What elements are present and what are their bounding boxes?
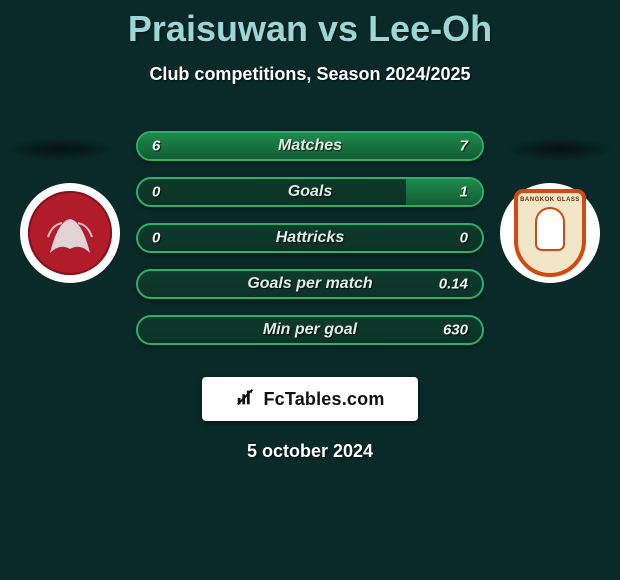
stat-bar: 6 7 Matches [136,131,484,161]
date-text: 5 october 2024 [0,441,620,462]
stat-value-right: 7 [460,138,468,155]
team-badge-left [20,183,120,283]
badge-outer-ring [20,183,120,283]
stat-value-left: 0 [152,230,160,247]
page-title: Praisuwan vs Lee-Oh [0,0,620,50]
stat-label: Matches [278,137,342,155]
comparison-stage: BANGKOK GLASS 6 7 Matches 0 1 Goals 0 0 Hattrick… [0,115,620,355]
vs-text: vs [318,8,358,49]
stat-bars: 6 7 Matches 0 1 Goals 0 0 Hattricks 0.14 Goals per… [136,131,484,345]
badge-right-top-text: BANGKOK GLASS [520,197,580,203]
badge-outer-ring: BANGKOK GLASS [500,183,600,283]
bar-fill-right [406,179,482,205]
badge-crest-right: BANGKOK GLASS [514,189,586,277]
stat-label: Min per goal [263,321,357,339]
stat-value-right: 630 [443,322,468,339]
stat-bar: 0 0 Hattricks [136,223,484,253]
brand-pill[interactable]: FcTables.com [202,377,418,421]
stat-value-right: 0.14 [439,276,468,293]
brand-text: FcTables.com [263,389,384,410]
badge-shadow-right [504,137,616,161]
team-badge-right: BANGKOK GLASS [500,183,600,283]
stat-label: Goals per match [247,275,372,293]
bar-chart-icon [235,386,257,413]
stat-value-left: 6 [152,138,160,155]
stat-value-right: 0 [460,230,468,247]
stat-bar: 0 1 Goals [136,177,484,207]
player2-name: Lee-Oh [368,8,492,49]
subtitle: Club competitions, Season 2024/2025 [0,64,620,85]
stat-label: Hattricks [276,229,344,247]
bar-fill-left [138,133,296,159]
badge-crest-left [28,191,112,275]
stat-value-right: 1 [460,184,468,201]
crest-art-left [28,191,112,275]
stat-bar: 0.14 Goals per match [136,269,484,299]
stat-bar: 630 Min per goal [136,315,484,345]
player1-name: Praisuwan [128,8,308,49]
stat-label: Goals [288,183,332,201]
badge-right-glyph [535,207,565,251]
stat-value-left: 0 [152,184,160,201]
badge-shadow-left [4,137,116,161]
